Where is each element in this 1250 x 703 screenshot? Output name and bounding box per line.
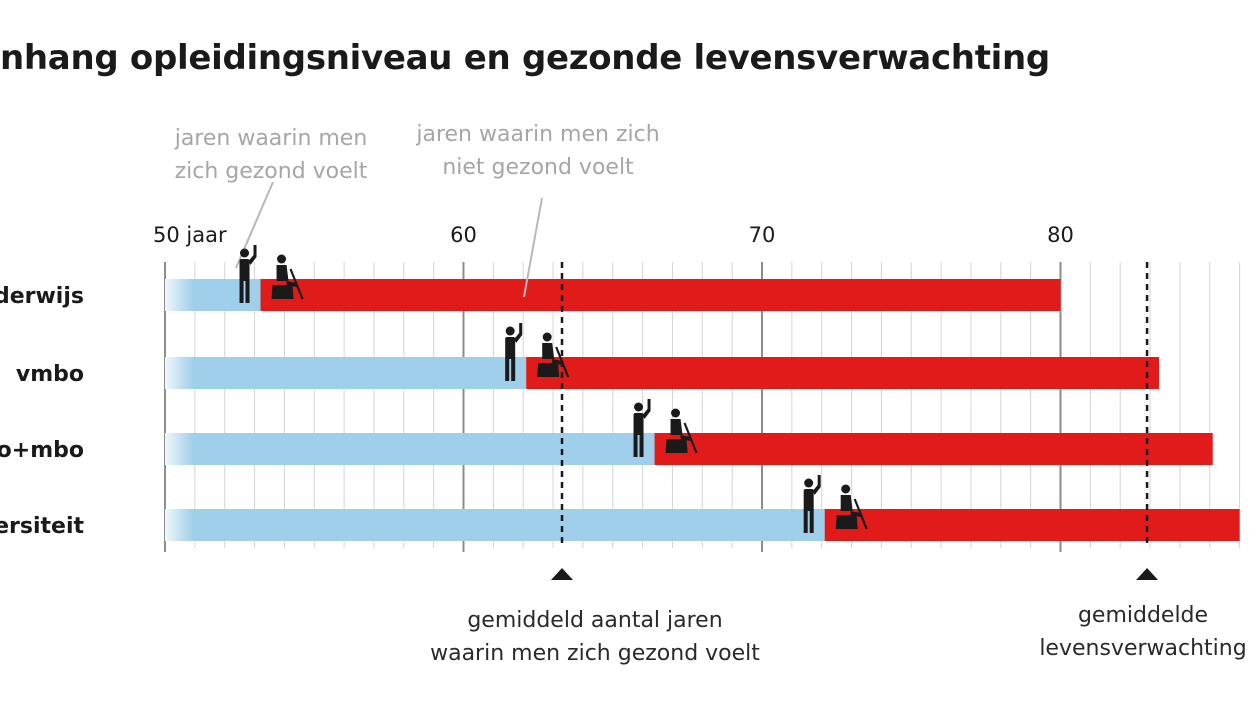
- avg-healthy-note-line-1: gemiddeld aantal jaren: [467, 608, 723, 633]
- seated-person-with-cane-icon: [665, 408, 698, 454]
- icon-leg: [809, 509, 814, 533]
- icon-legs: [850, 511, 861, 517]
- icon-leg: [505, 357, 510, 381]
- healthy-years-note-line-1: jaren waarin men: [174, 126, 368, 151]
- icon-torso: [239, 259, 250, 281]
- bar-fade: [165, 279, 193, 311]
- icon-torso: [670, 419, 683, 435]
- avg-life-note-line-2: levensverwachting: [1039, 636, 1247, 661]
- icon-leg: [633, 433, 638, 457]
- avg-life-note-line-1: gemiddelde: [1077, 603, 1209, 628]
- icon-chair: [835, 515, 858, 529]
- avg-healthy-note-line-2: waarin men zich gezond voelt: [430, 641, 760, 666]
- standing-person-icon: [239, 245, 257, 303]
- icon-legs: [680, 435, 691, 441]
- icon-head: [542, 332, 552, 342]
- avg-life-note: gemiddelde levensverwachting: [1033, 599, 1250, 665]
- x-tick-label: 80: [1047, 223, 1074, 247]
- icon-chair: [537, 363, 560, 377]
- icon-head: [671, 408, 681, 418]
- icon-head: [277, 254, 287, 264]
- icon-leg: [639, 433, 644, 457]
- x-tick-label: 60: [450, 223, 477, 247]
- seated-person-with-cane-icon: [271, 254, 304, 300]
- bar-fade: [165, 433, 193, 465]
- icon-chair: [665, 439, 688, 453]
- bar-fade: [165, 509, 193, 541]
- healthy-bar: [165, 509, 825, 541]
- icon-torso: [542, 343, 555, 359]
- avg-life-marker: [1136, 568, 1159, 580]
- unhealthy-note-pointer: [523, 197, 543, 298]
- icon-head: [804, 478, 814, 488]
- healthy-years-note: jaren waarin men zich gezond voelt: [156, 122, 386, 188]
- healthy-bar: [165, 433, 655, 465]
- icon-torso: [276, 265, 289, 281]
- unhealthy-years-note: jaren waarin men zich niet gezond voelt: [398, 118, 678, 184]
- icon-torso: [803, 489, 814, 511]
- icon-cane: [853, 498, 868, 530]
- icon-head: [634, 402, 644, 412]
- chart-title: nhang opleidingsniveau en gezonde levens…: [0, 38, 1050, 78]
- category-label: derwijs: [0, 284, 84, 309]
- icon-cane: [683, 422, 698, 454]
- unhealthy-bar: [824, 509, 1240, 541]
- icon-leg: [803, 509, 808, 533]
- seated-person-with-cane-icon: [835, 484, 868, 530]
- icon-arm-raised: [812, 475, 821, 495]
- standing-person-icon: [803, 475, 821, 533]
- avg-healthy-marker: [551, 568, 574, 580]
- icon-arm-raised: [642, 399, 651, 419]
- category-label: ersiteit: [0, 514, 84, 539]
- icon-chair: [271, 285, 294, 299]
- x-tick-label: 50 jaar: [153, 223, 227, 247]
- icon-legs: [552, 359, 563, 365]
- unhealthy-bar: [526, 357, 1160, 389]
- unhealthy-years-note-line-2: niet gezond voelt: [442, 155, 634, 180]
- seated-person-with-cane-icon: [537, 332, 570, 378]
- icon-torso: [505, 337, 516, 359]
- standing-person-icon: [633, 399, 651, 457]
- category-label: o+mbo: [0, 438, 84, 463]
- category-label: vmbo: [16, 362, 84, 387]
- avg-healthy-note: gemiddeld aantal jaren waarin men zich g…: [415, 604, 775, 670]
- icon-cane: [555, 346, 570, 378]
- healthy-years-note-line-2: zich gezond voelt: [174, 159, 368, 184]
- standing-person-icon: [505, 323, 523, 381]
- icon-legs: [286, 281, 297, 287]
- icon-leg: [239, 279, 244, 303]
- unhealthy-bar: [260, 279, 1061, 311]
- unhealthy-years-note-line-1: jaren waarin men zich: [416, 122, 660, 147]
- icon-head: [505, 326, 515, 336]
- icon-arm-raised: [248, 245, 257, 265]
- unhealthy-bar: [654, 433, 1213, 465]
- bar-fade: [165, 357, 193, 389]
- icon-leg: [511, 357, 516, 381]
- icon-torso: [633, 413, 644, 435]
- icon-leg: [245, 279, 250, 303]
- x-tick-label: 70: [749, 223, 776, 247]
- healthy-bar: [165, 357, 527, 389]
- icon-head: [240, 248, 250, 258]
- icon-arm-raised: [514, 323, 523, 343]
- icon-torso: [840, 495, 853, 511]
- icon-head: [841, 484, 851, 494]
- icon-cane: [289, 268, 304, 300]
